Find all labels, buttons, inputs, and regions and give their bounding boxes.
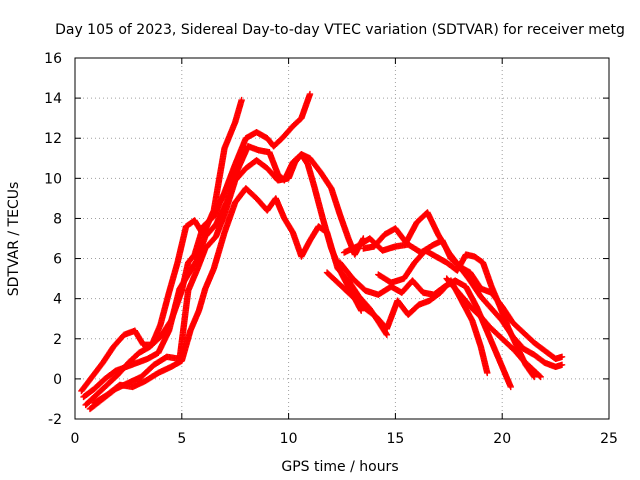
data-point (530, 372, 537, 380)
y-tick-label: 4 (53, 292, 62, 308)
y-tick-label: 0 (53, 372, 62, 388)
grid-lines (75, 58, 609, 419)
data-point (537, 373, 544, 381)
x-axis-label: GPS time / hours (281, 459, 398, 475)
data-point (238, 96, 245, 104)
data-point (531, 373, 538, 381)
data-point (507, 383, 514, 391)
data-point (383, 331, 391, 338)
series-track-g (360, 209, 566, 371)
chart-title: Day 105 of 2023, Sidereal Day-to-day VTE… (55, 22, 625, 38)
y-tick-label: 16 (44, 51, 62, 67)
series-track-c (80, 143, 367, 401)
x-tick-label: 15 (386, 431, 404, 447)
x-tick-label: 0 (71, 431, 80, 447)
y-axis-label: SDTVAR / TECUs (6, 182, 22, 297)
y-tick-label: 8 (53, 211, 62, 227)
data-point (536, 372, 543, 380)
data-point (484, 369, 491, 377)
series-track-h (375, 247, 538, 381)
y-tick-label: 6 (53, 252, 62, 268)
x-tick-label: 20 (493, 431, 511, 447)
y-tick-label: 10 (44, 171, 62, 187)
series-track-k (443, 275, 544, 381)
data-marks (78, 90, 566, 413)
x-tick-label: 25 (600, 431, 618, 447)
series-track-b (82, 90, 314, 409)
y-tick-label: -2 (48, 412, 62, 428)
data-point (558, 361, 566, 369)
y-tick-label: 2 (53, 332, 62, 348)
y-tick-label: 14 (44, 91, 62, 107)
axis-ticks: 0 5 10 15 20 25 -2 0 2 4 6 8 10 12 14 16 (44, 51, 618, 447)
plot-frame (74, 57, 610, 420)
y-tick-label: 12 (44, 131, 62, 147)
data-point (558, 353, 566, 361)
data-point (306, 90, 314, 98)
x-tick-label: 5 (177, 431, 186, 447)
x-tick-label: 10 (280, 431, 298, 447)
data-point (358, 307, 365, 314)
